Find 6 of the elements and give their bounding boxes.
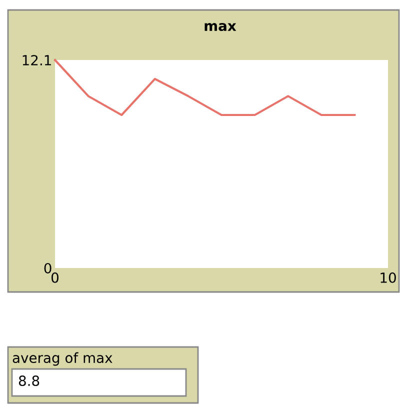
y-tick-label: 12.1 — [22, 54, 51, 66]
chart-title: max — [204, 23, 236, 32]
text: averag of max — [12, 352, 112, 366]
text: 8.8 — [18, 376, 40, 386]
line-series — [54, 58, 356, 116]
x-tick-label: 10 — [380, 272, 396, 283]
